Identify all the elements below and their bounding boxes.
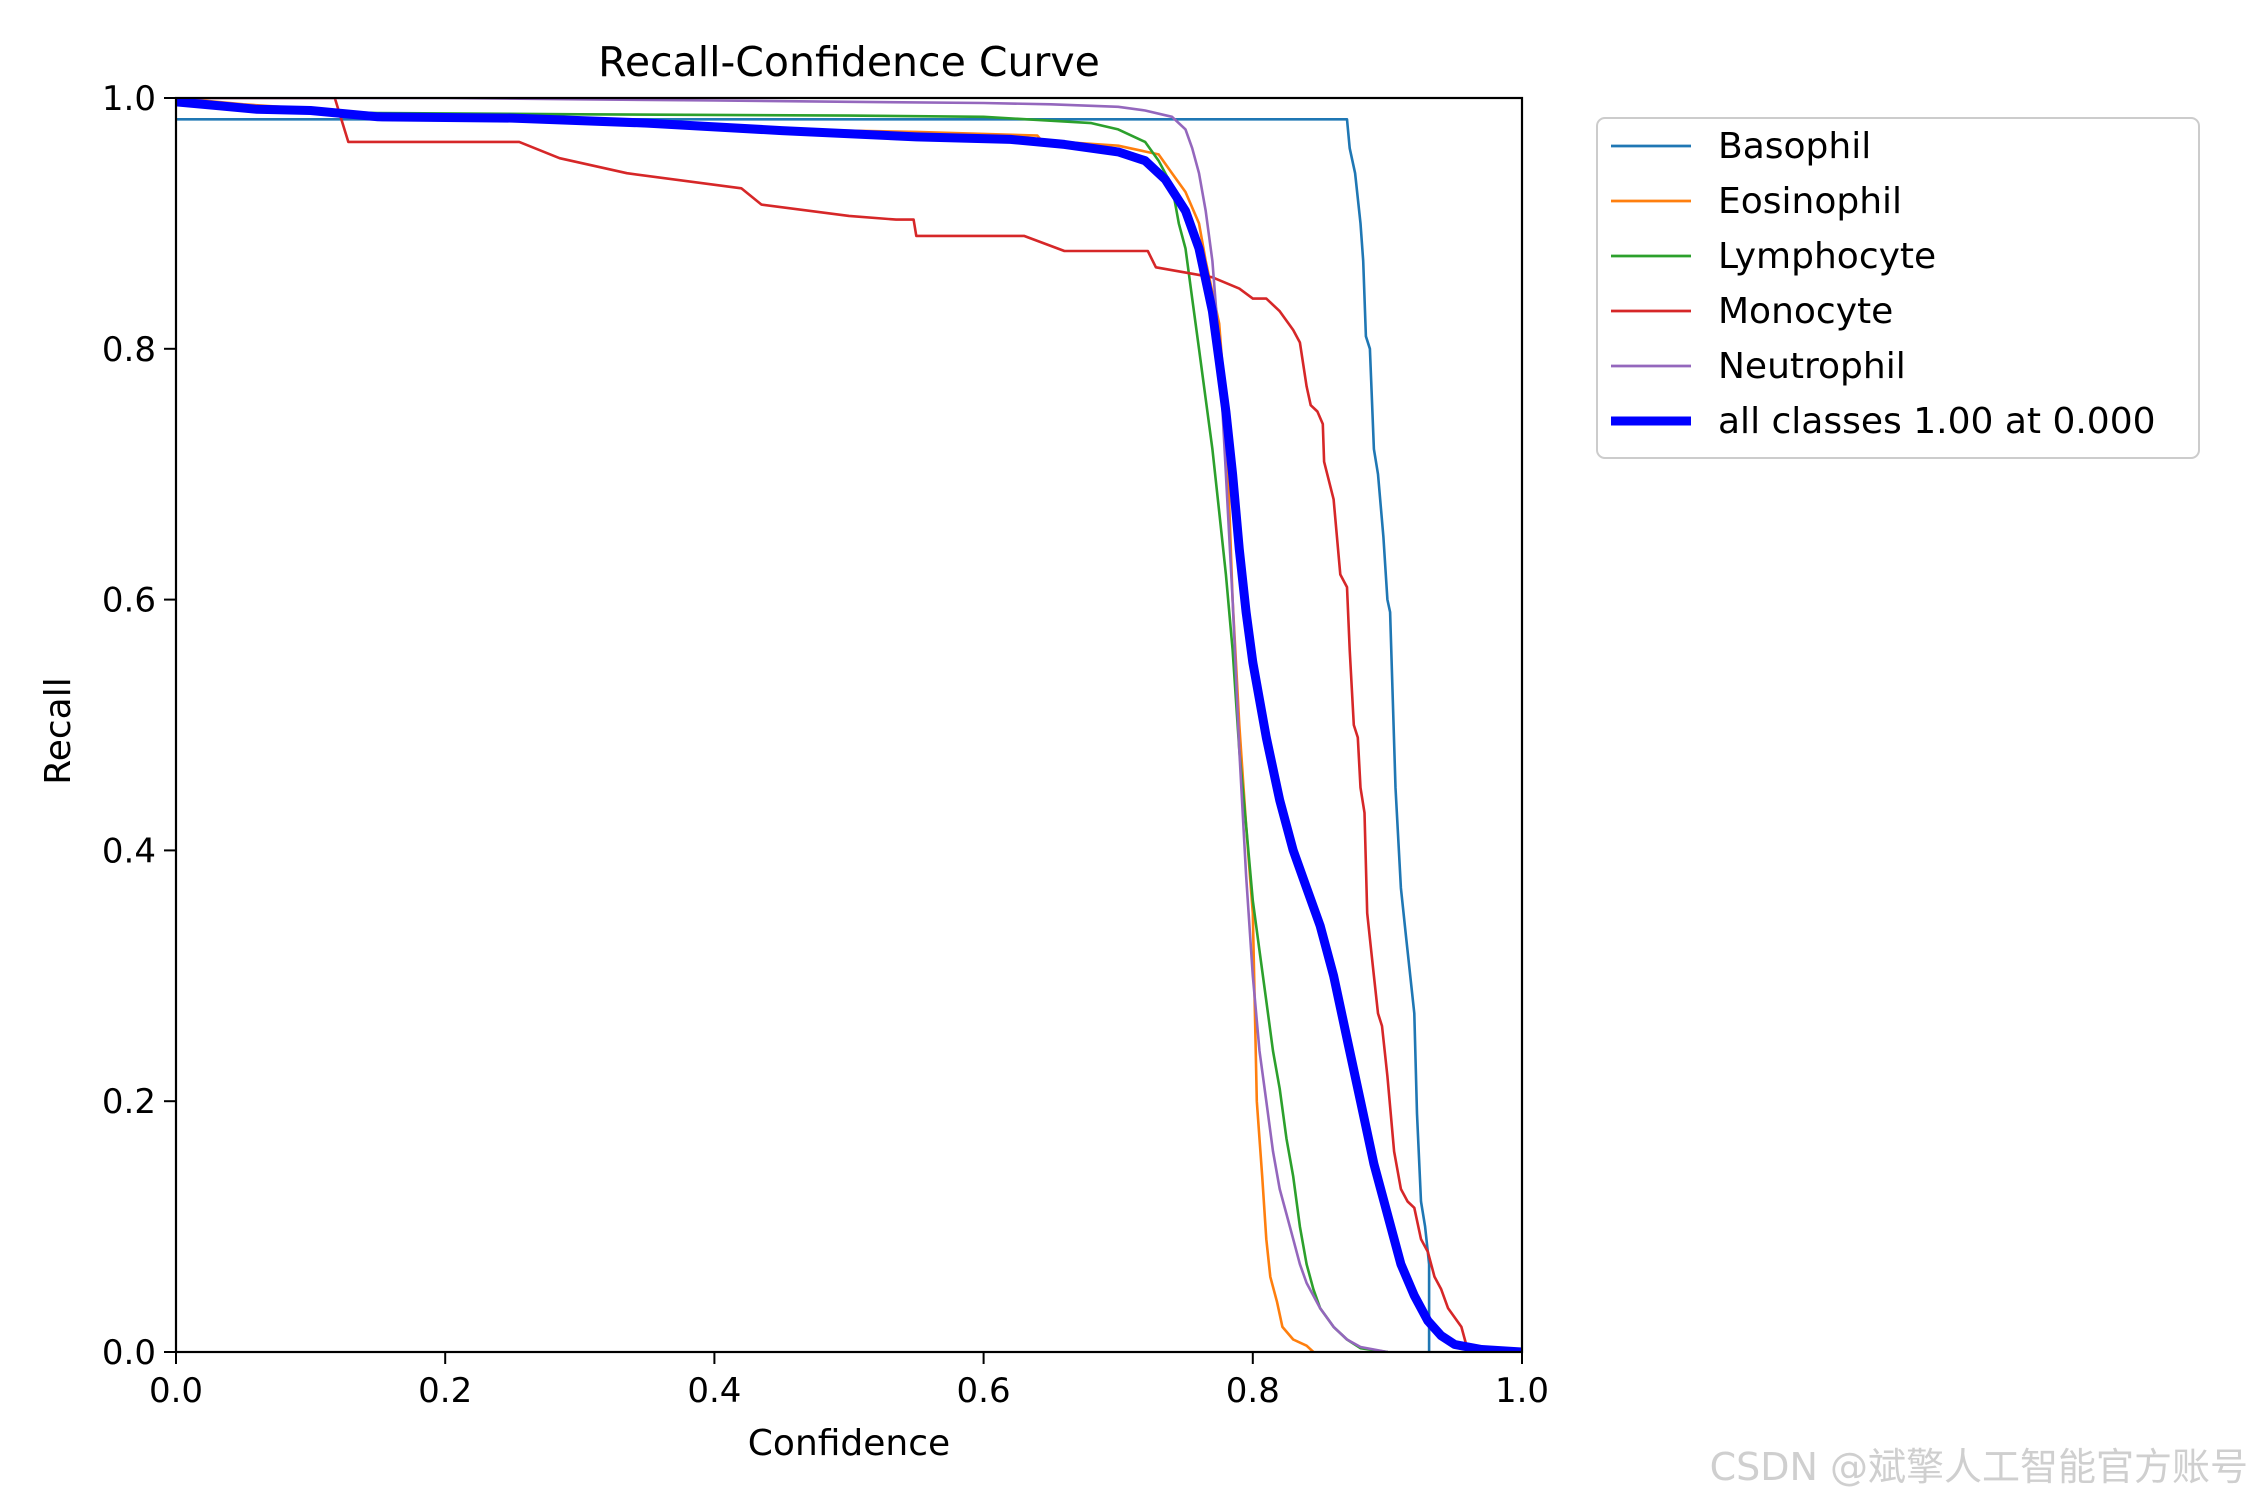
y-tick-label: 0.0 (102, 1333, 156, 1373)
x-axis-label: Confidence (748, 1423, 950, 1464)
x-tick-label: 0.2 (418, 1371, 472, 1411)
chart-title: Recall-Confidence Curve (598, 38, 1100, 86)
y-axis: 0.0 0.2 0.4 0.6 0.8 1.0 (102, 79, 176, 1373)
x-axis: 0.0 0.2 0.4 0.6 0.8 1.0 (149, 1352, 1549, 1411)
plot-frame (174, 96, 1524, 1354)
x-tick-label: 0.6 (957, 1371, 1011, 1411)
series-line-monocyte (176, 98, 1470, 1352)
y-tick-label: 0.2 (102, 1082, 156, 1122)
series-layer (176, 98, 1522, 1352)
series-line-basophil (176, 118, 1431, 1352)
legend-label-neutrophil: Neutrophil (1718, 346, 1906, 387)
legend-label-basophil: Basophil (1718, 126, 1871, 167)
x-tick-label: 0.8 (1226, 1371, 1280, 1411)
x-tick-label: 0.0 (149, 1371, 203, 1411)
legend-label-eosinophil: Eosinophil (1718, 181, 1902, 222)
x-tick-label: 0.4 (687, 1371, 741, 1411)
series-line-neutrophil (176, 98, 1389, 1352)
y-tick-label: 1.0 (102, 79, 156, 119)
y-tick-label: 0.6 (102, 581, 156, 621)
y-axis-label: Recall (38, 677, 79, 784)
legend-label-all: all classes 1.00 at 0.000 (1718, 401, 2156, 442)
legend-label-monocyte: Monocyte (1718, 291, 1893, 332)
legend-label-lymphocyte: Lymphocyte (1718, 236, 1936, 277)
y-tick-label: 0.8 (102, 330, 156, 370)
watermark-text: CSDN @斌擎人工智能官方账号 (1710, 1445, 2248, 1489)
legend: Basophil Eosinophil Lymphocyte Monocyte Neut… (1596, 117, 2200, 459)
series-line-all (176, 98, 1522, 1352)
legend-box (1596, 117, 2200, 459)
series-line-lymphocyte (176, 98, 1389, 1352)
x-tick-label: 1.0 (1495, 1371, 1549, 1411)
y-tick-label: 0.4 (102, 831, 156, 871)
